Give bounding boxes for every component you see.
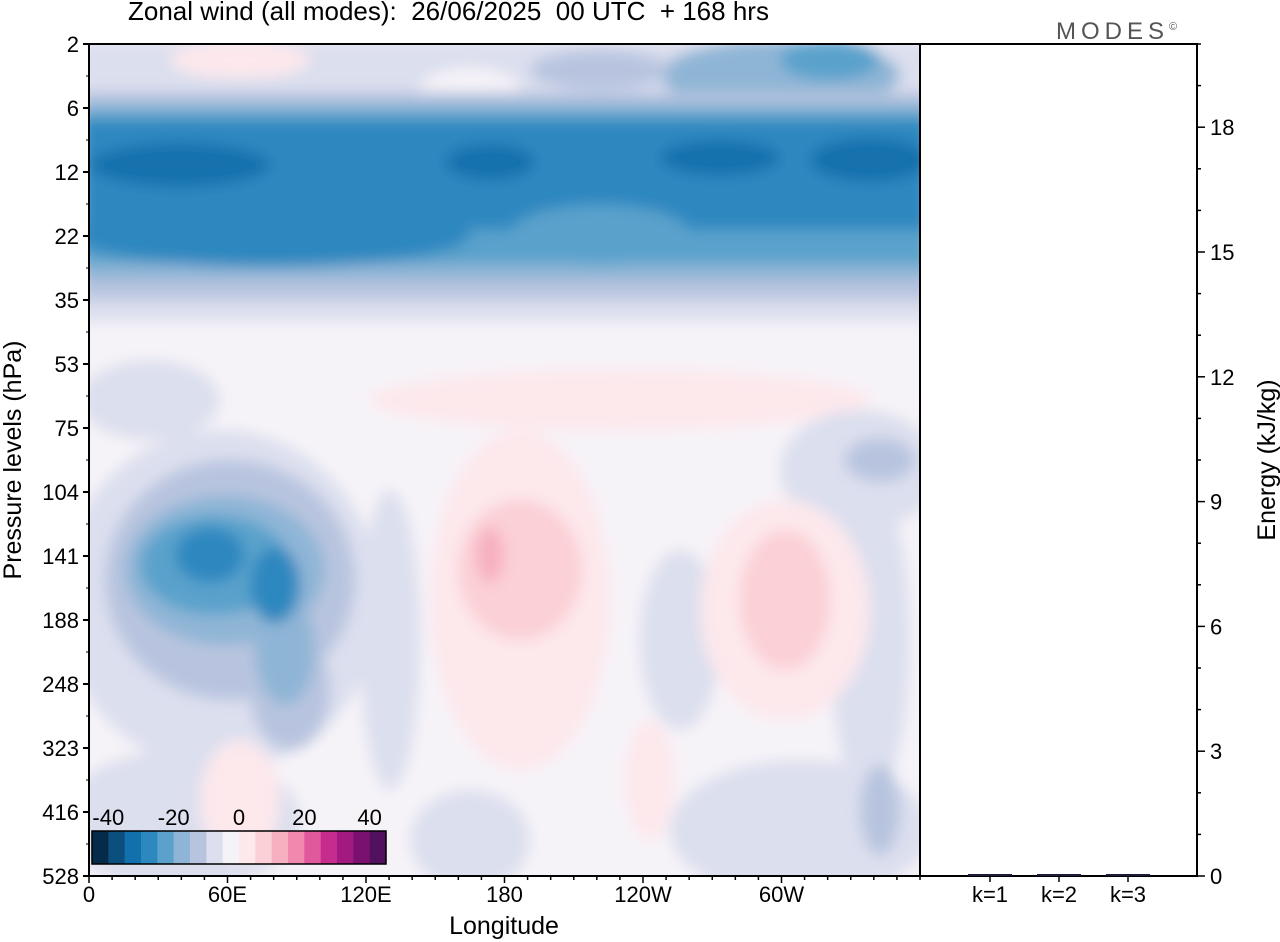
contour-pink-60w xyxy=(740,530,830,670)
zonal-wind-field xyxy=(89,44,920,876)
energy-panel-frame xyxy=(919,43,1198,877)
colorbar-swatch xyxy=(141,831,158,864)
colorbar-swatch xyxy=(369,831,387,864)
energy-bar xyxy=(1037,874,1081,876)
colorbar-swatch xyxy=(304,831,322,864)
colorbar-label: -40 xyxy=(92,805,124,830)
colorbar-label: -20 xyxy=(158,805,190,830)
contour-col-left xyxy=(360,490,420,790)
y-tick-label: 53 xyxy=(55,352,79,377)
energy-tick-label: 12 xyxy=(1210,365,1234,390)
contour-jet-core-right xyxy=(250,547,300,623)
x-axis-label: Longitude xyxy=(449,912,559,940)
contour-band-bulge-left xyxy=(89,203,470,267)
y-tick-label: 35 xyxy=(55,288,79,313)
contour-jet-tail-2 xyxy=(255,595,315,705)
contour-mid-right-blue xyxy=(845,438,915,482)
x-tick-label: 120E xyxy=(340,882,391,907)
colorbar-swatch xyxy=(271,831,289,864)
colorbar-swatch xyxy=(206,831,224,864)
colorbar-swatch xyxy=(173,831,191,864)
y-axis: 2 6 12 22 35 53 75 104 141 188 248 323 416 528 xyxy=(42,32,89,889)
x-tick-label: 60W xyxy=(759,882,804,907)
colorbar-swatch xyxy=(239,831,256,864)
contour-pink-180-core xyxy=(476,527,504,583)
y-tick-label: 188 xyxy=(42,608,79,633)
contour-band-gap xyxy=(510,205,690,265)
y-tick-label: 528 xyxy=(42,864,79,889)
x-tick-label: 180 xyxy=(486,882,523,907)
contour-mid-pink-band xyxy=(370,370,870,430)
contour-band-max-4 xyxy=(810,138,920,182)
chart-title: Zonal wind (all modes): 26/06/2025 00 UT… xyxy=(128,0,769,26)
y-tick-label: 104 xyxy=(42,480,79,505)
energy-tick-label: 15 xyxy=(1210,240,1234,265)
contour-mid-left-pale xyxy=(89,360,220,440)
colorbar-swatch xyxy=(190,831,207,864)
contour-band-max-3 xyxy=(660,140,780,176)
y-tick-label: 323 xyxy=(42,736,79,761)
colorbar xyxy=(91,830,387,865)
x-axis: 0 60E 120E 180 120W 60W xyxy=(83,876,921,907)
energy-tick-label: 6 xyxy=(1210,614,1222,639)
x-tick-label: 0 xyxy=(83,882,95,907)
contour-bottom-right-blue xyxy=(860,765,900,855)
contour-pink-180 xyxy=(458,500,582,640)
contour-band-lower-edge xyxy=(89,300,920,322)
contour-band-max-1 xyxy=(90,143,270,187)
y-tick-label: 12 xyxy=(55,160,79,185)
colorbar-frame xyxy=(91,830,387,865)
energy-axis: 0 3 6 9 12 15 18 xyxy=(1197,43,1234,889)
colorbar-label: 0 xyxy=(233,805,245,830)
colorbar-swatch xyxy=(108,831,126,864)
contour-bottom-right xyxy=(670,760,920,876)
energy-tick-label: 3 xyxy=(1210,739,1222,764)
colorbar-swatch xyxy=(124,831,142,864)
contour-top-blue-mid xyxy=(530,50,670,90)
y-tick-label: 141 xyxy=(42,544,79,569)
contour-jet-core-left xyxy=(175,527,245,583)
contour-top-pink xyxy=(170,44,310,78)
colorbar-swatch xyxy=(222,831,240,864)
energy-bar xyxy=(1106,874,1150,876)
modes-logo: MODES© xyxy=(1056,18,1182,46)
colorbar-swatch xyxy=(353,831,371,864)
energy-tick-label: 18 xyxy=(1210,115,1234,140)
contour-col-180w xyxy=(640,550,720,730)
colorbar-swatch xyxy=(92,831,109,864)
energy-category-label: k=3 xyxy=(1110,882,1146,907)
colorbar-swatch xyxy=(255,831,273,864)
x-tick-label: 120W xyxy=(614,882,672,907)
energy-category-label: k=1 xyxy=(972,882,1008,907)
y-tick-label: 416 xyxy=(42,800,79,825)
contour-top-blue-right-core xyxy=(780,44,880,80)
energy-tick-label: 9 xyxy=(1210,490,1222,515)
colorbar-swatch xyxy=(337,831,354,864)
contour-band-max-2 xyxy=(445,144,535,180)
colorbar-swatch xyxy=(157,831,175,864)
colorbar-labels: -40 -20 0 20 40 xyxy=(92,805,381,830)
colorbar-label: 20 xyxy=(292,805,316,830)
energy-axis-label: Energy (kJ/kg) xyxy=(1253,379,1280,540)
energy-category-label: k=2 xyxy=(1041,882,1077,907)
colorbar-swatch xyxy=(320,831,338,864)
y-tick-label: 248 xyxy=(42,672,79,697)
y-tick-label: 6 xyxy=(67,96,79,121)
contour-bottom-pink-mid xyxy=(625,720,675,840)
energy-bar xyxy=(968,874,1012,876)
copyright-mark: © xyxy=(1169,21,1183,33)
y-tick-label: 75 xyxy=(55,416,79,441)
y-axis-label: Pressure levels (hPa) xyxy=(0,341,27,580)
contour-bottom-mid xyxy=(410,790,530,876)
y-tick-label: 2 xyxy=(67,32,79,57)
brand-text: MODES xyxy=(1056,18,1170,45)
x-tick-label: 60E xyxy=(208,882,247,907)
y-tick-label: 22 xyxy=(55,224,79,249)
colorbar-swatch xyxy=(288,831,305,864)
energy-bars: k=1 k=2 k=3 xyxy=(968,874,1150,907)
colorbar-label: 40 xyxy=(357,805,381,830)
energy-tick-label: 0 xyxy=(1210,864,1222,889)
contour-bottom-pink xyxy=(200,740,280,860)
